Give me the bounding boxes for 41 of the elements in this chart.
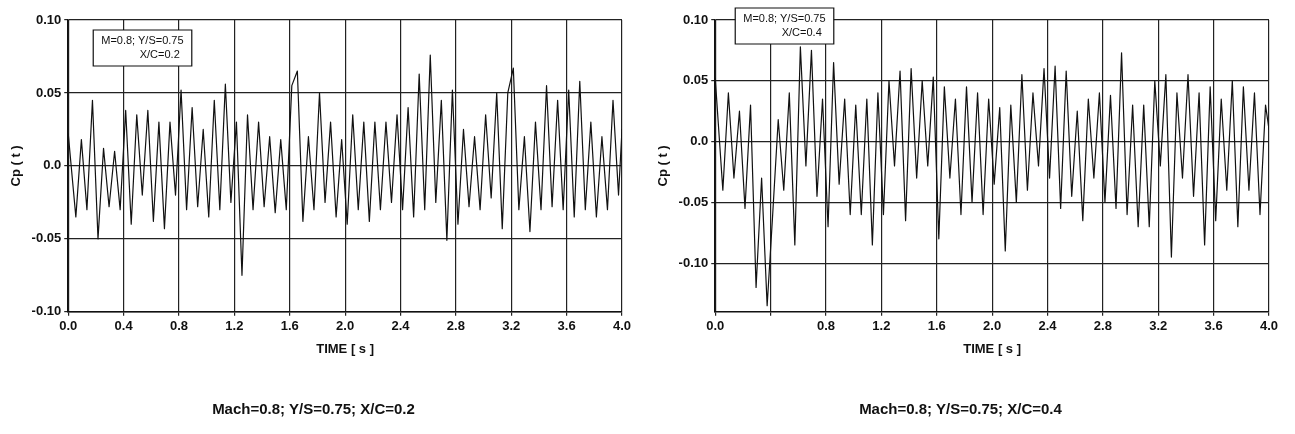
x-tick-label: 3.6 (1204, 318, 1223, 334)
x-tick-label: 0.8 (816, 318, 836, 334)
x-tick-label: 0.4 (114, 318, 134, 334)
y-axis-title: Cp ( t ) (655, 145, 671, 187)
y-tick-label: 0.05 (682, 72, 709, 88)
annotation: M=0.8; Y/S=0.75 (101, 33, 184, 46)
x-tick-label: 2.0 (336, 318, 355, 334)
x-tick-label: 0.0 (706, 318, 725, 334)
x-tick-label: 4.0 (612, 318, 632, 334)
x-axis-title: TIME [ s ] (963, 340, 1022, 356)
y-tick-label: 0.05 (35, 84, 62, 100)
x-tick-label: 2.0 (983, 318, 1002, 334)
annotation: M=0.8; Y/S=0.75 (743, 11, 826, 24)
y-tick-label: 0.10 (35, 11, 62, 27)
y-tick-label: -0.05 (31, 230, 62, 246)
y-tick-label: 0.10 (682, 11, 709, 27)
x-tick-label: 1.6 (927, 318, 946, 334)
x-tick-label: 2.8 (446, 318, 465, 334)
x-tick-label: 3.6 (557, 318, 576, 334)
y-tick-label: -0.10 (31, 303, 62, 319)
y-tick-label: -0.10 (678, 254, 709, 270)
x-tick-label: 0.8 (169, 318, 189, 334)
x-tick-label: 2.4 (1038, 318, 1058, 334)
text: Mach=0.8; Y/S=0.75; X/C=0.2 (212, 400, 415, 418)
x-tick-label: 2.4 (391, 318, 411, 334)
y-tick-label: -0.05 (678, 193, 709, 209)
text: Mach=0.8; Y/S=0.75; X/C=0.4 (859, 400, 1063, 418)
x-tick-label: 4.0 (1259, 318, 1279, 334)
y-tick-label: 0.0 (690, 133, 709, 149)
y-axis-title: Cp ( t ) (8, 145, 24, 187)
x-tick-label: 0.0 (59, 318, 78, 334)
x-axis-title: TIME [ s ] (316, 340, 375, 356)
x-tick-label: 3.2 (502, 318, 521, 334)
x-tick-label: 3.2 (1149, 318, 1168, 334)
x-tick-label: 1.2 (225, 318, 244, 334)
x-tick-label: 2.8 (1093, 318, 1112, 334)
x-tick-label: 1.2 (872, 318, 891, 334)
annotation: X/C=0.4 (781, 25, 822, 38)
y-tick-label: 0.0 (43, 157, 62, 173)
x-tick-label: 1.6 (280, 318, 299, 334)
annotation: X/C=0.2 (139, 47, 180, 60)
